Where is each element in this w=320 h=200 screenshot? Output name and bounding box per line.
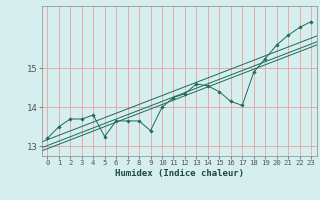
X-axis label: Humidex (Indice chaleur): Humidex (Indice chaleur) [115,169,244,178]
